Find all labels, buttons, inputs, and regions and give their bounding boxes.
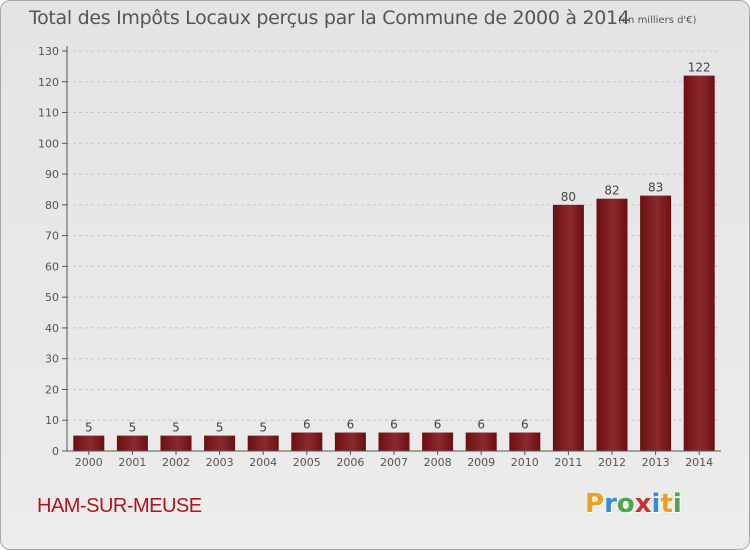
y-tick-label: 30 xyxy=(45,353,59,366)
x-tick-label-2012: 2012 xyxy=(598,456,626,469)
y-tick-label: 50 xyxy=(45,291,59,304)
bar-2010 xyxy=(509,432,541,451)
y-tick-label: 70 xyxy=(45,230,59,243)
value-label-2011: 80 xyxy=(561,190,576,204)
y-tick-label: 60 xyxy=(45,260,59,273)
bar-2007 xyxy=(378,432,410,451)
value-label-2014: 122 xyxy=(688,61,711,75)
value-label-2008: 6 xyxy=(434,418,442,432)
value-label-2003: 5 xyxy=(216,421,224,435)
bar-2012 xyxy=(596,198,628,451)
x-tick-label-2000: 2000 xyxy=(75,456,103,469)
bar-2009 xyxy=(465,432,497,451)
x-tick-label-2013: 2013 xyxy=(642,456,670,469)
value-label-2007: 6 xyxy=(390,418,398,432)
y-tick-label: 10 xyxy=(45,414,59,427)
x-tick-label-2010: 2010 xyxy=(511,456,539,469)
bar-2008 xyxy=(422,432,454,451)
value-label-2006: 6 xyxy=(347,418,355,432)
bar-2004 xyxy=(247,435,279,451)
bar-2014 xyxy=(683,75,715,451)
axes xyxy=(62,46,721,455)
x-tick-label-2003: 2003 xyxy=(206,456,234,469)
logo-letter: i xyxy=(672,489,682,519)
value-label-2005: 6 xyxy=(303,418,311,432)
bar-2003 xyxy=(204,435,236,451)
commune-name: HAM-SUR-MEUSE xyxy=(37,495,202,517)
x-tick-label-2005: 2005 xyxy=(293,456,321,469)
grid-lines xyxy=(67,50,721,421)
logo-letter: P xyxy=(585,489,605,519)
value-label-2002: 5 xyxy=(172,421,180,435)
logo-letter: o xyxy=(616,489,635,519)
value-label-2010: 6 xyxy=(521,418,529,432)
x-tick-label-2006: 2006 xyxy=(336,456,364,469)
value-label-2001: 5 xyxy=(129,421,137,435)
x-tick-label-2002: 2002 xyxy=(162,456,190,469)
bar-2013 xyxy=(640,195,672,451)
y-tick-label: 40 xyxy=(45,322,59,335)
x-tick-label-2008: 2008 xyxy=(424,456,452,469)
x-tick-label-2009: 2009 xyxy=(467,456,495,469)
bar-2001 xyxy=(116,435,148,451)
value-label-2012: 82 xyxy=(604,184,619,198)
value-label-2009: 6 xyxy=(477,418,485,432)
bar-2000 xyxy=(73,435,105,451)
value-label-2013: 83 xyxy=(648,181,663,195)
x-tick-label-2011: 2011 xyxy=(554,456,582,469)
bars xyxy=(73,75,715,451)
x-tick-label-2014: 2014 xyxy=(685,456,713,469)
bar-2011 xyxy=(552,204,584,451)
y-tick-label: 100 xyxy=(38,137,59,150)
value-label-2000: 5 xyxy=(85,421,93,435)
y-tick-label: 120 xyxy=(38,76,59,89)
y-tick-label: 0 xyxy=(52,445,59,458)
chart-unit: (en milliers d'€) xyxy=(618,15,697,26)
logo-letter: r xyxy=(604,489,617,519)
y-tick-label: 90 xyxy=(45,168,59,181)
logo-letter: i xyxy=(651,489,661,519)
bar-2006 xyxy=(334,432,366,451)
x-tick-label-2007: 2007 xyxy=(380,456,408,469)
value-label-2004: 5 xyxy=(259,421,267,435)
bar-2005 xyxy=(291,432,323,451)
y-tick-label: 20 xyxy=(45,383,59,396)
chart-title: Total des Impôts Locaux perçus par la Co… xyxy=(29,7,630,29)
x-tick-label-2001: 2001 xyxy=(118,456,146,469)
proxiti-logo: Proxiti xyxy=(585,489,682,519)
logo-letter: t xyxy=(660,489,673,519)
logo-letter: x xyxy=(634,489,652,519)
y-tick-label: 110 xyxy=(38,107,59,120)
x-tick-label-2004: 2004 xyxy=(249,456,277,469)
y-tick-label: 80 xyxy=(45,199,59,212)
labels: 0 10 20 30 40 50 60 70 80 90 100 110 120 130 5 2000 5 200… xyxy=(38,45,713,469)
y-tick-label: 130 xyxy=(38,45,59,58)
bar-2002 xyxy=(160,435,192,451)
